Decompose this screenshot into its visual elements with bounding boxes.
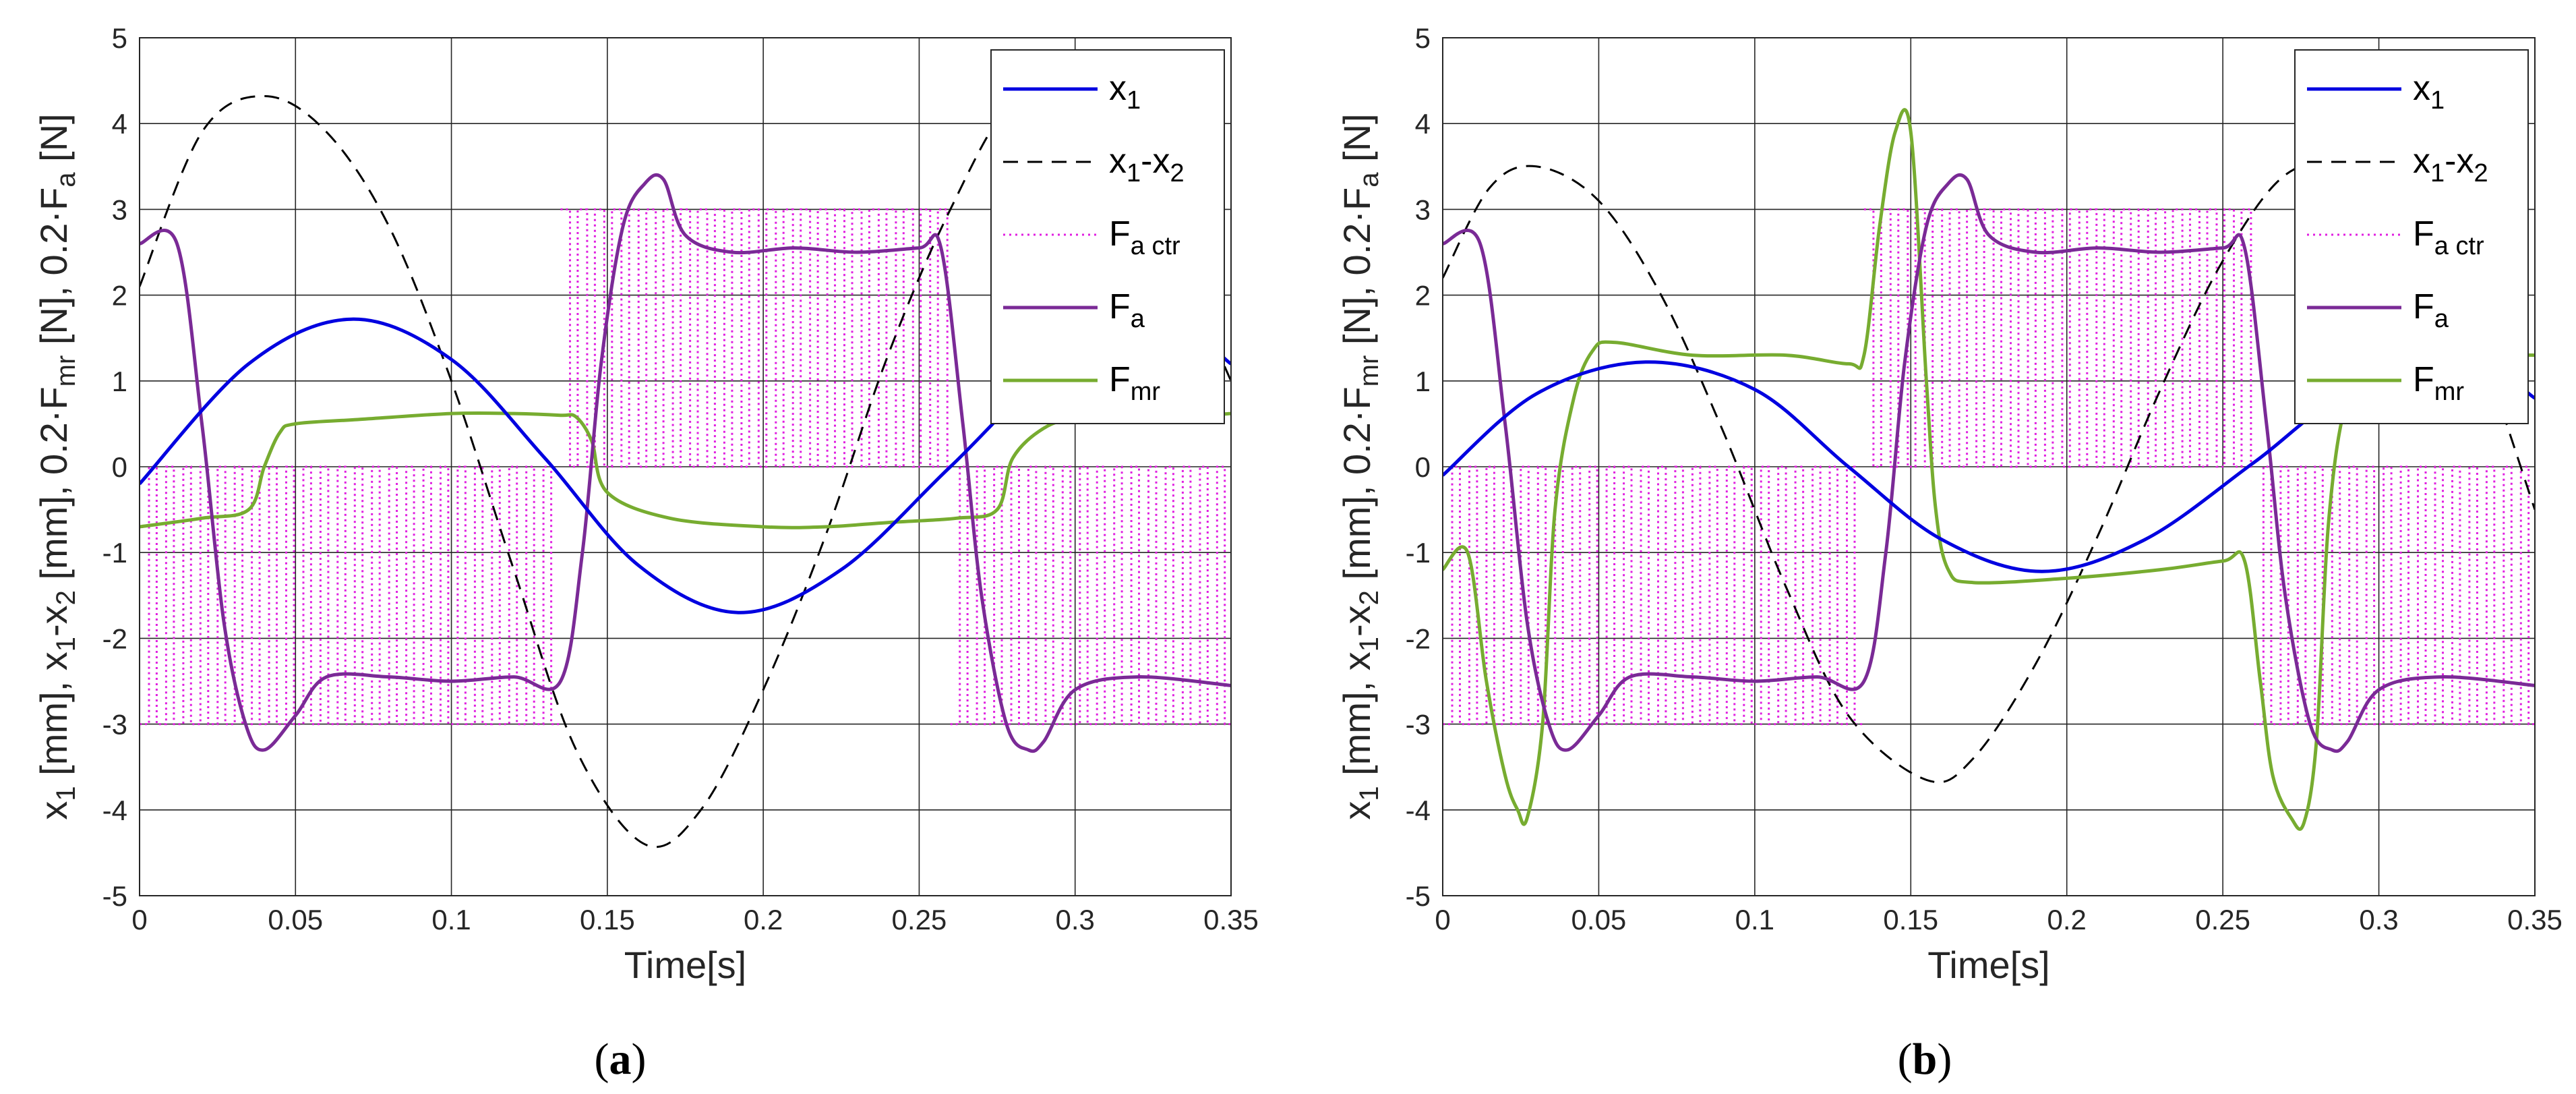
x-tick-label: 0.1	[431, 904, 471, 935]
y-tick-label: -2	[102, 623, 127, 654]
y-tick-label: 3	[112, 194, 127, 225]
x-tick-label: 0.25	[2195, 904, 2250, 935]
y-tick-label: -3	[102, 709, 127, 741]
legend-label: Fmr	[1109, 360, 1160, 406]
y-tick-label: -3	[1406, 709, 1431, 741]
x-tick-label: 0.2	[744, 904, 783, 935]
y-tick-label: 2	[112, 280, 127, 312]
legend-label: x1	[2413, 69, 2445, 115]
y-axis-label: x1 [mm], x1-x2 [mm], 0.2·Fmr [N], 0.2·Fa…	[1336, 113, 1384, 819]
panel-caption: (b)	[1898, 1035, 1952, 1084]
legend-label: Fa	[1109, 287, 1145, 333]
legend: x1 x1-x2 Fa ctr Fa Fmr	[2294, 49, 2529, 424]
y-tick-label: -5	[1406, 880, 1431, 912]
x-tick-label: 0.05	[268, 904, 323, 935]
y-tick-label: -4	[1406, 795, 1431, 826]
x-tick-label: 0.1	[1735, 904, 1774, 935]
series-line-fa	[140, 173, 1231, 753]
chart-panel-a: 0 0.05 0.1 0.15 0.2 0.25 0.3 0.35 5 4 3 2 1 0 -1 -2 -3 -4…	[32, 22, 1259, 1084]
panel-caption: (a)	[595, 1035, 647, 1084]
series-line-fmr	[140, 411, 1231, 529]
legend-label: x1-x2	[2413, 142, 2488, 188]
x-tick-label: 0.3	[2359, 904, 2398, 935]
series-line-fa-ctr	[1443, 465, 1864, 726]
x-axis-label: Time[s]	[624, 944, 746, 986]
x-tick-label: 0.05	[1571, 904, 1627, 935]
x-tick-label: 0.35	[2507, 904, 2563, 935]
legend-label: Fa ctr	[2413, 214, 2484, 260]
series-line-fa-ctr	[950, 465, 1231, 726]
x-tick-label: 0.15	[1883, 904, 1938, 935]
x-tick-label: 0.3	[1056, 904, 1095, 935]
series-line-fa-ctr	[2254, 465, 2535, 726]
legend-label: Fmr	[2413, 360, 2464, 406]
legend-box	[2294, 49, 2529, 424]
y-axis-label: x1 [mm], x1-x2 [mm], 0.2·Fmr [N], 0.2·Fa…	[32, 113, 81, 819]
y-tick-label: 0	[112, 451, 127, 483]
y-tick-label: -1	[102, 537, 127, 569]
y-tick-label: 2	[1415, 280, 1431, 312]
y-tick-label: -1	[1406, 537, 1431, 569]
series-line-fa	[1443, 173, 2535, 753]
y-tick-label: 3	[1415, 194, 1431, 225]
y-tick-label: 0	[1415, 451, 1431, 483]
legend-label: Fa	[2413, 287, 2449, 333]
x-tick-label: 0	[1435, 904, 1450, 935]
axes-box	[1442, 37, 2536, 896]
x-tick-label: 0.35	[1203, 904, 1259, 935]
legend-label: Fa ctr	[1109, 214, 1180, 260]
legend-box	[990, 49, 1225, 424]
y-tick-label: 5	[1415, 22, 1431, 54]
legend-label: x1	[1109, 69, 1141, 115]
y-tick-label: -4	[102, 795, 127, 826]
y-tick-label: 4	[1415, 108, 1431, 140]
y-tick-label: 1	[112, 366, 127, 397]
y-tick-label: -5	[102, 880, 127, 912]
y-tick-label: 4	[112, 108, 127, 140]
legend-label: x1-x2	[1109, 142, 1185, 188]
x-tick-label: 0	[131, 904, 147, 935]
legend: x1 x1-x2 Fa ctr Fa Fmr	[990, 49, 1225, 424]
x-axis-label: Time[s]	[1927, 944, 2049, 986]
x-tick-label: 0.25	[892, 904, 947, 935]
x-tick-label: 0.15	[580, 904, 635, 935]
y-tick-label: 5	[112, 22, 127, 54]
y-tick-label: -2	[1406, 623, 1431, 654]
chart-panel-b: 0 0.05 0.1 0.15 0.2 0.25 0.3 0.35 5 4 3 2 1 0 -1 -2 -3 -4…	[1336, 22, 2563, 1084]
series-line-x1-x2	[140, 87, 1231, 848]
x-tick-label: 0.2	[2047, 904, 2087, 935]
axes-box	[139, 37, 1232, 896]
series-group	[1443, 108, 2535, 831]
series-line-fa-ctr	[140, 465, 561, 726]
y-tick-label: 1	[1415, 366, 1431, 397]
